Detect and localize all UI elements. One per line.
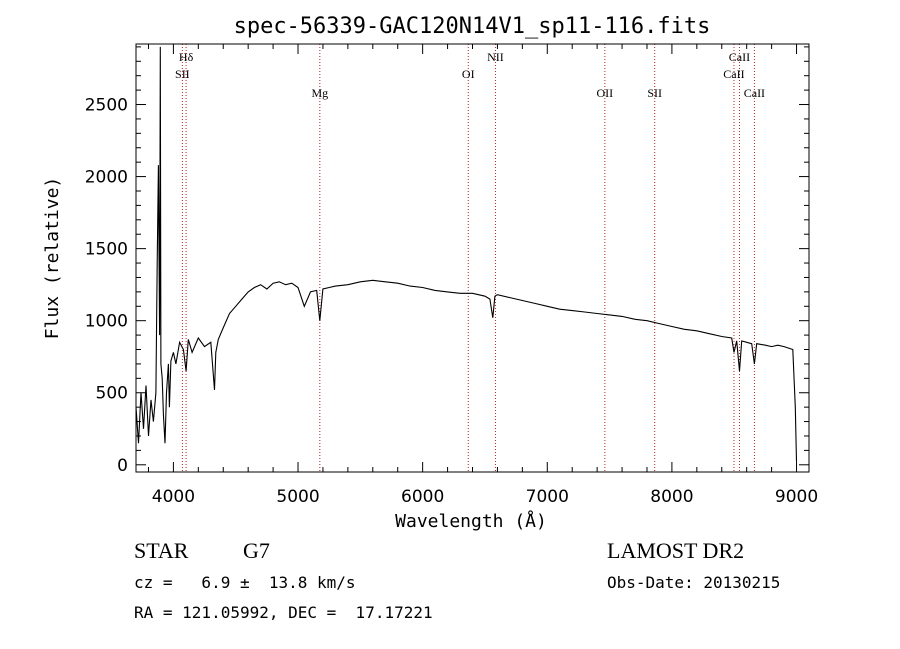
x-tick-label: 9000: [775, 487, 818, 507]
observation-date: Obs-Date: 20130215: [607, 573, 781, 592]
sky-coordinates: RA = 121.05992, DEC = 17.17221: [134, 603, 433, 622]
spectral-line-label: SII: [175, 67, 190, 81]
spectral-line-label: OI: [462, 67, 475, 81]
y-tick-label: 2000: [85, 168, 128, 188]
spectral-line-label: CaII: [729, 50, 750, 64]
spectral-line-label: CaII: [744, 86, 765, 100]
x-tick-label: 7000: [526, 487, 569, 507]
x-axis-label: Wavelength (Å): [395, 510, 547, 532]
spectral-line-label: Hδ: [179, 50, 194, 64]
x-tick-label: 6000: [401, 487, 444, 507]
spectrum-line: [135, 46, 798, 462]
y-axis-label: Flux (relative): [42, 177, 63, 340]
y-tick-label: 500: [96, 384, 128, 404]
y-tick-label: 2500: [85, 96, 128, 116]
spectral-line-label: CaII: [723, 67, 744, 81]
chart-title: spec-56339-GAC120N14V1_sp11-116.fits: [234, 14, 711, 39]
x-tick-label: 5000: [276, 487, 319, 507]
x-tick-label: 8000: [650, 487, 693, 507]
y-tick-label: 1500: [85, 240, 128, 260]
object-type: STAR: [134, 538, 189, 563]
spectral-line-label: NII: [487, 50, 504, 64]
spectral-line-label: OII: [597, 86, 614, 100]
redshift-readout: cz = 6.9 ± 13.8 km/s: [134, 573, 356, 592]
spectrum-chart: spec-56339-GAC120N14V1_sp11-116.fits Hδ S…: [42, 14, 818, 532]
y-tick-label: 1000: [85, 312, 128, 332]
x-tick-label: 4000: [152, 487, 195, 507]
y-tick-label: 0: [117, 456, 128, 476]
plot-frame: [135, 43, 810, 473]
spectral-subclass: G7: [243, 538, 270, 563]
spectral-line-label: Mg: [311, 86, 328, 100]
spectral-line-label: SII: [647, 86, 662, 100]
survey-name: LAMOST DR2: [607, 538, 745, 563]
